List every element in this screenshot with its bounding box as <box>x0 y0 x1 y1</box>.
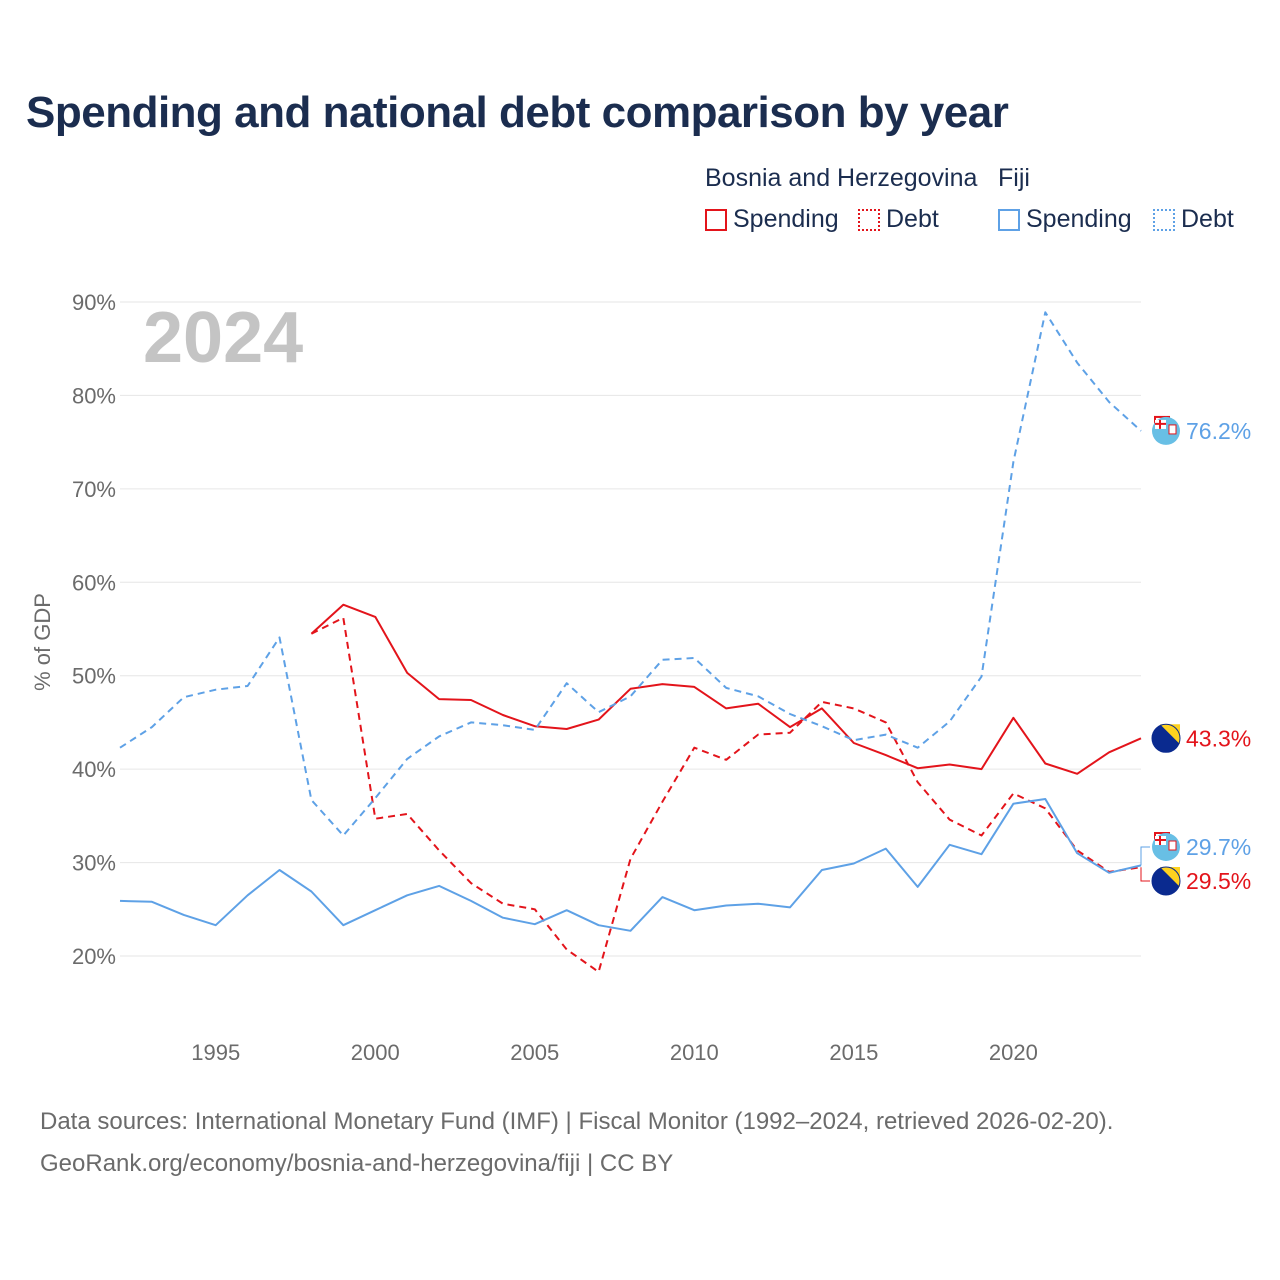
flag-bih-debt <box>1151 866 1181 896</box>
y-axis: 20% 30% 40% 50% 60% 70% 80% 90% <box>72 290 116 969</box>
y-axis-label: % of GDP <box>30 593 55 691</box>
legend-item-fiji-spending[interactable]: Spending <box>998 205 1132 234</box>
legend-label-fiji-debt: Debt <box>1181 205 1234 233</box>
flag-fiji-cross <box>1155 419 1166 429</box>
legend-label-fiji-spending: Spending <box>1026 205 1132 233</box>
legend-label-bih-debt: Debt <box>886 205 939 233</box>
y-tick-label: 60% <box>72 570 116 595</box>
y-tick-label: 70% <box>72 477 116 502</box>
y-tick-label: 90% <box>72 290 116 315</box>
year-watermark: 2024 <box>143 298 303 378</box>
footer-sources: Data sources: International Monetary Fun… <box>40 1108 1114 1135</box>
end-label-bih-spending: 43.3% <box>1186 725 1251 751</box>
flag-fiji-debt <box>1152 416 1180 445</box>
end-label-fiji-spending: 29.7% <box>1186 834 1251 860</box>
legend-item-bih-spending[interactable]: Spending <box>705 205 839 234</box>
connector-bih-debt <box>1140 867 1150 882</box>
series-lines <box>119 311 1142 973</box>
connector-fiji-spending <box>1140 846 1150 866</box>
flag-fiji-shield <box>1168 840 1177 851</box>
x-tick-label: 2010 <box>670 1040 719 1065</box>
x-tick-label: 2000 <box>351 1040 400 1065</box>
legend-item-fiji-debt[interactable]: Debt <box>1153 205 1234 234</box>
end-label-fiji-debt: 76.2% <box>1186 418 1251 444</box>
x-axis: 1995 2000 2005 2010 2015 2020 <box>191 1040 1038 1065</box>
footer-attribution[interactable]: GeoRank.org/economy/bosnia-and-herzegovi… <box>40 1150 674 1177</box>
legend-country-bosnia: Bosnia and Herzegovina <box>705 164 978 192</box>
legend-swatch-bih-debt <box>858 208 880 231</box>
legend-swatch-fiji-spending <box>998 208 1020 231</box>
y-tick-label: 30% <box>72 851 116 876</box>
flag-fiji-spending <box>1152 833 1180 861</box>
end-label-bih-debt: 29.5% <box>1186 868 1251 894</box>
y-tick-label: 20% <box>72 944 116 969</box>
series-line-1 <box>310 616 1142 973</box>
flag-bih-triangle <box>1160 724 1180 745</box>
legend-item-bih-debt[interactable]: Debt <box>858 205 939 234</box>
legend-swatch-fiji-debt <box>1153 208 1175 231</box>
end-markers: 76.2% 43.3% 29.7% 29.5% <box>1140 415 1251 896</box>
series-line-0 <box>310 603 1142 775</box>
flag-bih-spending <box>1151 723 1181 753</box>
legend-label-bih-spending: Spending <box>733 205 839 233</box>
flag-fiji-cross <box>1155 836 1166 845</box>
series-line-2 <box>119 798 1142 932</box>
y-tick-label: 50% <box>72 664 116 689</box>
y-tick-label: 80% <box>72 383 116 408</box>
chart-title: Spending and national debt comparison by… <box>26 88 1009 137</box>
flag-bih-ring <box>1151 866 1181 896</box>
x-tick-label: 1995 <box>191 1040 240 1065</box>
legend-country-fiji: Fiji <box>998 164 1030 192</box>
x-tick-label: 2015 <box>829 1040 878 1065</box>
flag-fiji-shield <box>1168 424 1177 435</box>
flag-bih-ring <box>1151 723 1181 753</box>
x-tick-label: 2020 <box>989 1040 1038 1065</box>
legend-swatch-bih-spending <box>705 208 727 231</box>
y-tick-label: 40% <box>72 757 116 782</box>
x-tick-label: 2005 <box>510 1040 559 1065</box>
flag-bih-triangle <box>1160 867 1180 887</box>
grid-lines <box>120 301 1141 957</box>
